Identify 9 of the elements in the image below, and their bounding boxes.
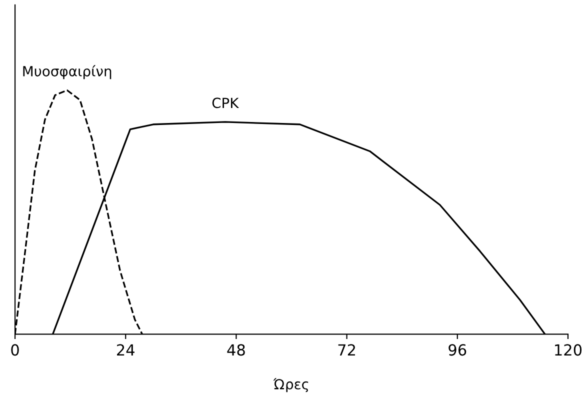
- x-tick-label: 120: [555, 344, 582, 356]
- x-tick-label: 24: [117, 344, 134, 356]
- x-tick-label: 48: [227, 344, 245, 356]
- series-label: CPK: [212, 98, 240, 108]
- series-label: Μυοσφαιρίνη: [23, 65, 112, 80]
- x-tick-label: 0: [11, 344, 19, 356]
- x-tick-label: 72: [338, 344, 355, 356]
- x-axis-title: Ώρες: [273, 378, 308, 392]
- x-tick-label: 96: [448, 344, 466, 356]
